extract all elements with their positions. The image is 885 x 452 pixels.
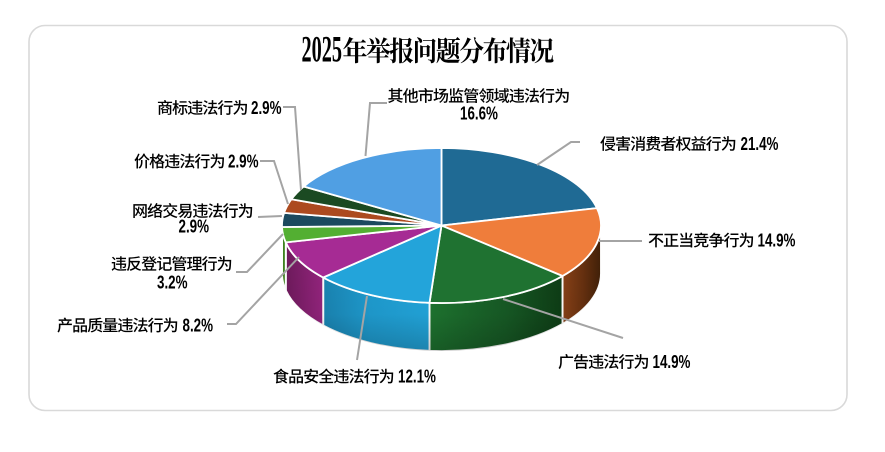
svg-text:16.6%: 16.6% xyxy=(460,103,498,124)
svg-text:21.4%: 21.4% xyxy=(741,134,779,155)
svg-text:2.9%: 2.9% xyxy=(179,216,209,237)
svg-text:2.9%: 2.9% xyxy=(228,151,258,172)
svg-text:14.9%: 14.9% xyxy=(758,230,796,251)
svg-text:2.9%: 2.9% xyxy=(251,98,281,119)
svg-text:14.9%: 14.9% xyxy=(653,352,691,373)
svg-text:8.2%: 8.2% xyxy=(183,315,213,336)
svg-text:12.1%: 12.1% xyxy=(398,366,436,387)
svg-text:2025: 2025 xyxy=(302,31,342,71)
svg-text:3.2%: 3.2% xyxy=(157,272,187,293)
